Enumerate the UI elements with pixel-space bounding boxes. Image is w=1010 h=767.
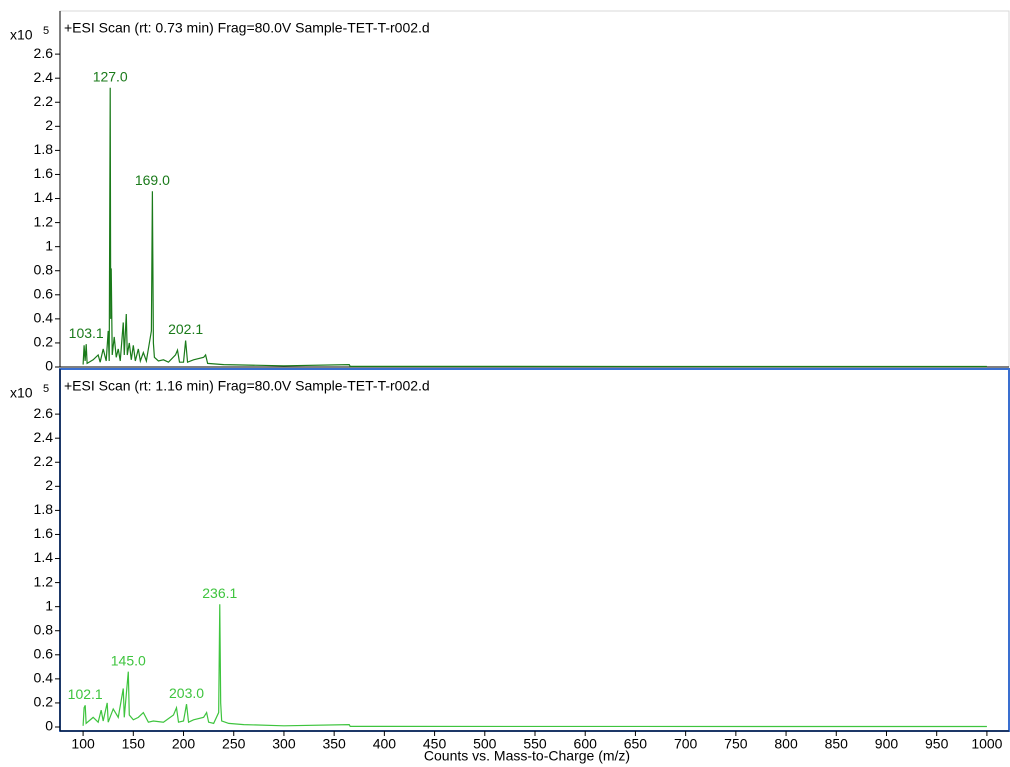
x-tick-label: 1000: [971, 736, 1002, 752]
x-tick-label: 800: [774, 736, 798, 752]
x-tick-label: 600: [574, 736, 598, 752]
x-tick-label: 850: [825, 736, 849, 752]
y-tick-label: 2: [45, 117, 53, 133]
peak-label: 202.1: [168, 321, 203, 337]
scale-exponent: 5: [43, 25, 49, 37]
x-tick-label: 750: [724, 736, 748, 752]
x-tick-label: 650: [624, 736, 648, 752]
panel-title: +ESI Scan (rt: 0.73 min) Frag=80.0V Samp…: [64, 20, 430, 36]
y-tick-label: 0.4: [34, 310, 54, 326]
y-tick-label: 0: [45, 358, 53, 374]
y-tick-label: 0.6: [34, 645, 54, 661]
y-tick-label: 2.4: [34, 429, 54, 445]
y-tick-label: 1.8: [34, 501, 54, 517]
peak-label: 103.1: [69, 325, 104, 341]
y-tick-label: 1.6: [34, 165, 54, 181]
spectrum-line: [82, 604, 987, 728]
x-tick-label: 400: [373, 736, 397, 752]
x-tick-label: 300: [272, 736, 296, 752]
y-tick-label: 1.4: [34, 189, 54, 205]
peak-label: 203.0: [169, 685, 204, 701]
spectrum-line: [82, 87, 987, 368]
y-tick-label: 0.2: [34, 334, 54, 350]
y-tick-label: 1.6: [34, 525, 54, 541]
y-tick-label: 0.6: [34, 285, 54, 301]
panel-frame: [59, 368, 1010, 732]
y-tick-label: 0: [45, 718, 53, 734]
scale-exponent: 5: [43, 383, 49, 395]
panel-frame: [59, 10, 1010, 368]
y-tick-label: 1.2: [34, 213, 54, 229]
x-tick-label: 900: [875, 736, 899, 752]
x-tick-label: 700: [674, 736, 698, 752]
peak-label: 102.1: [68, 686, 103, 702]
peak-label: 145.0: [111, 652, 146, 668]
x-tick-label: 100: [71, 736, 95, 752]
y-tick-label: 2: [45, 477, 53, 493]
x-tick-label: 250: [222, 736, 246, 752]
y-tick-label: 1.8: [34, 141, 54, 157]
y-tick-label: 1: [45, 597, 53, 613]
peak-label: 127.0: [93, 69, 128, 85]
y-tick-label: 2.2: [34, 453, 54, 469]
x-tick-label: 950: [925, 736, 949, 752]
y-tick-label: 2.6: [34, 405, 54, 421]
x-tick-label: 350: [322, 736, 346, 752]
y-tick-label: 0.4: [34, 670, 54, 686]
y-tick-label: 1.2: [34, 573, 54, 589]
x-axis-label: Counts vs. Mass-to-Charge (m/z): [424, 748, 630, 764]
scale-label: x10: [10, 27, 33, 43]
y-tick-label: 2.6: [34, 45, 54, 61]
y-tick-label: 1: [45, 237, 53, 253]
peak-label: 236.1: [202, 585, 237, 601]
x-tick-label: 500: [473, 736, 497, 752]
y-tick-label: 0.8: [34, 261, 54, 277]
y-tick-label: 2.2: [34, 93, 54, 109]
peak-label: 169.0: [135, 172, 170, 188]
y-tick-label: 0.8: [34, 621, 54, 637]
y-tick-label: 1.4: [34, 549, 54, 565]
x-tick-label: 150: [122, 736, 146, 752]
x-tick-label: 200: [172, 736, 196, 752]
x-tick-label: 550: [523, 736, 547, 752]
panel-title: +ESI Scan (rt: 1.16 min) Frag=80.0V Samp…: [64, 378, 430, 394]
y-tick-label: 0.2: [34, 694, 54, 710]
x-tick-label: 450: [423, 736, 447, 752]
y-tick-label: 2.4: [34, 69, 54, 85]
scale-label: x10: [10, 385, 33, 401]
